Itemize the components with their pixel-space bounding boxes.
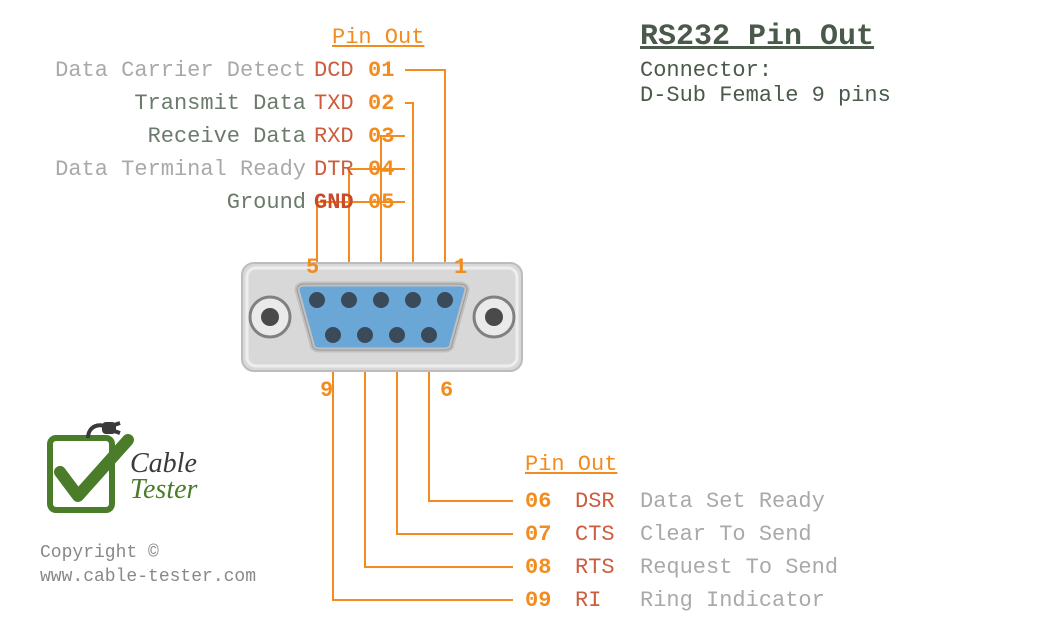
pin-number: 08 bbox=[525, 555, 551, 580]
pin-desc: Ground bbox=[227, 190, 306, 215]
main-title: RS232 Pin Out bbox=[640, 20, 891, 54]
pin-desc: Transmit Data bbox=[134, 91, 306, 116]
pin-number: 07 bbox=[525, 522, 551, 547]
pin-number: 09 bbox=[525, 588, 551, 613]
logo-text-tester: Tester bbox=[130, 474, 197, 506]
corner-num-6: 6 bbox=[440, 378, 453, 403]
pin-abbr: RTS bbox=[575, 555, 615, 580]
pin-number: 02 bbox=[368, 91, 394, 116]
title-block: RS232 Pin Out Connector: D-Sub Female 9 … bbox=[640, 20, 891, 108]
pin-row-02: Transmit Data TXD 02 bbox=[0, 91, 460, 119]
corner-num-5: 5 bbox=[306, 255, 319, 280]
pin-number: 01 bbox=[368, 58, 394, 83]
pin-abbr: DSR bbox=[575, 489, 615, 514]
pin-number: 05 bbox=[368, 190, 394, 215]
copyright-text: Copyright © bbox=[40, 543, 256, 563]
pin-desc: Request To Send bbox=[640, 555, 838, 580]
pin-row-03: Receive Data RXD 03 bbox=[0, 124, 460, 152]
pin-desc: Data Terminal Ready bbox=[55, 157, 306, 182]
pin-abbr: GND bbox=[314, 190, 354, 215]
corner-num-9: 9 bbox=[320, 378, 333, 403]
pin-desc: Clear To Send bbox=[640, 522, 812, 547]
pin-abbr: TXD bbox=[314, 91, 354, 116]
corner-num-1: 1 bbox=[454, 255, 467, 280]
pinout-label-bottom: Pin Out bbox=[525, 452, 617, 477]
pin-desc: Data Carrier Detect bbox=[55, 58, 306, 83]
pinout-label-top: Pin Out bbox=[332, 25, 424, 50]
pin-row-05: Ground GND 05 bbox=[0, 190, 460, 218]
subtitle-1: Connector: bbox=[640, 58, 891, 83]
subtitle-2: D-Sub Female 9 pins bbox=[640, 83, 891, 108]
pin-desc: Receive Data bbox=[148, 124, 306, 149]
url-text: www.cable-tester.com bbox=[40, 567, 256, 587]
pin-abbr: CTS bbox=[575, 522, 615, 547]
pin-abbr: DCD bbox=[314, 58, 354, 83]
pin-desc: Ring Indicator bbox=[640, 588, 825, 613]
pin-number: 03 bbox=[368, 124, 394, 149]
pin-abbr: DTR bbox=[314, 157, 354, 182]
pin-abbr: RI bbox=[575, 588, 601, 613]
pin-number: 04 bbox=[368, 157, 394, 182]
pin-desc: Data Set Ready bbox=[640, 489, 825, 514]
pin-abbr: RXD bbox=[314, 124, 354, 149]
logo-block: Cable Tester Copyright © www.cable-teste… bbox=[40, 420, 256, 587]
pin-row-01: Data Carrier Detect DCD 01 bbox=[0, 58, 460, 86]
pin-number: 06 bbox=[525, 489, 551, 514]
pin-row-04: Data Terminal Ready DTR 04 bbox=[0, 157, 460, 185]
